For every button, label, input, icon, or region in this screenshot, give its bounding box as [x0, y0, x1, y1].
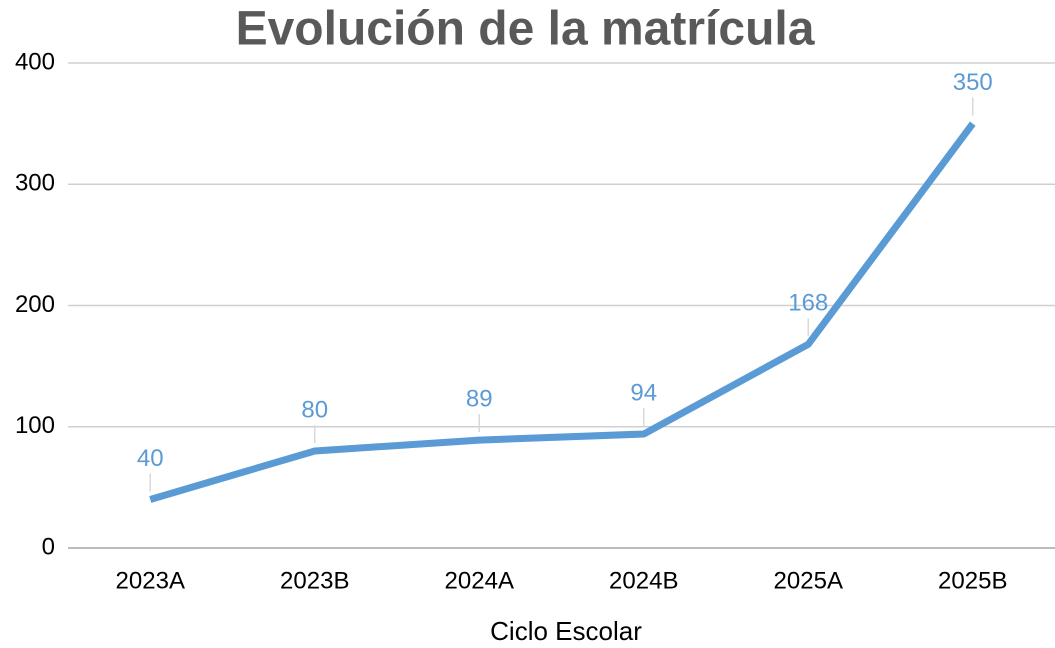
- data-label: 350: [953, 69, 993, 96]
- x-tick-label: 2023B: [280, 567, 349, 594]
- chart-title: Evolución de la matrícula: [236, 3, 815, 56]
- x-tick-label: 2023A: [116, 567, 185, 594]
- data-label: 94: [630, 379, 657, 406]
- y-tick-label: 400: [15, 48, 55, 75]
- x-tick-label: 2025B: [938, 567, 1007, 594]
- y-tick-label: 200: [15, 291, 55, 318]
- x-axis-title: Ciclo Escolar: [490, 616, 642, 646]
- data-label: 80: [301, 396, 328, 423]
- x-tick-label: 2024B: [609, 567, 678, 594]
- y-tick-label: 300: [15, 170, 55, 197]
- data-label: 89: [466, 385, 493, 412]
- y-tick-label: 0: [42, 533, 55, 560]
- data-line: [149, 121, 976, 503]
- x-tick-label: 2025A: [774, 567, 843, 594]
- y-tick-label: 100: [15, 412, 55, 439]
- x-tick-label: 2024A: [445, 567, 514, 594]
- data-label: 40: [137, 445, 164, 472]
- data-label: 168: [788, 290, 828, 317]
